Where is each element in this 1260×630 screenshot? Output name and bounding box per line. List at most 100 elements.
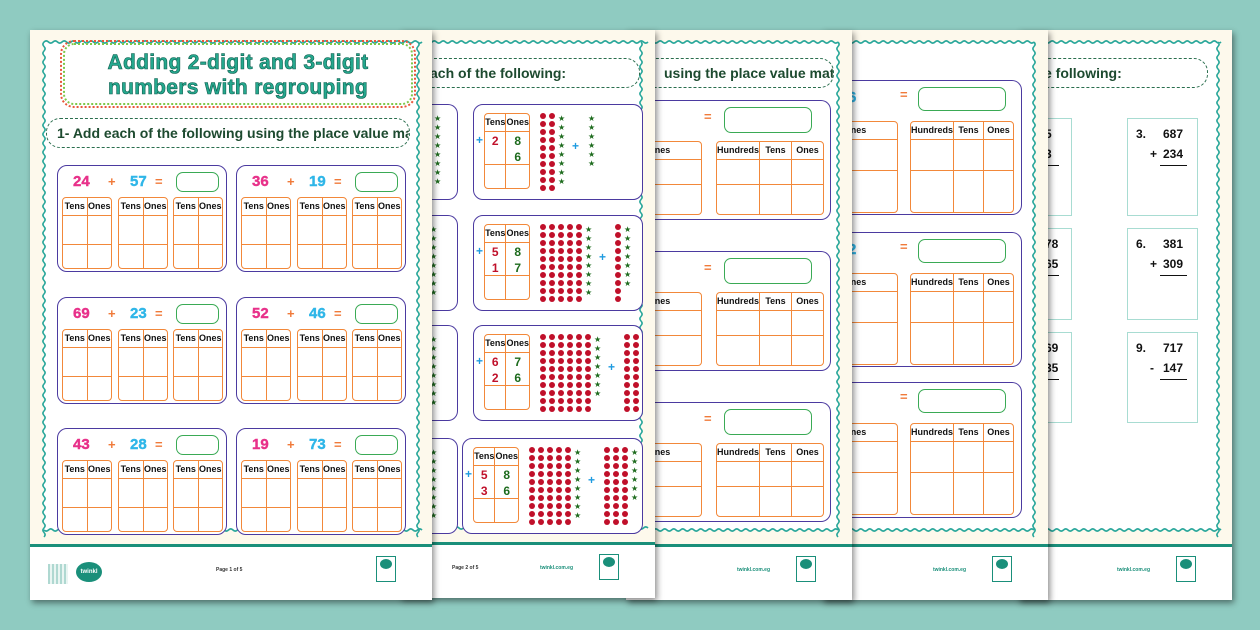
mat-row-divider xyxy=(822,472,897,473)
mat-row-divider xyxy=(474,498,495,499)
footer-url: twinkl.com.eg xyxy=(539,565,573,571)
first-number: 717 xyxy=(1163,341,1184,355)
mat-column: Hundreds xyxy=(717,293,761,365)
tens-counter xyxy=(633,342,639,348)
ones-star: ★ xyxy=(430,353,438,362)
ones-star: ★ xyxy=(594,353,602,362)
page-footer xyxy=(1018,544,1232,600)
tens-counter xyxy=(529,447,535,453)
mat-column: Tens xyxy=(298,461,323,531)
tens-counter xyxy=(567,240,573,246)
mat-row-divider xyxy=(119,507,143,508)
mat-row-divider xyxy=(984,472,1014,473)
ones-star: ★ xyxy=(430,380,438,389)
place-value-mat: Tens Ones xyxy=(352,197,402,269)
mat-header: Tens xyxy=(174,330,198,348)
mat-header: Ones xyxy=(266,461,290,479)
ones-star: ★ xyxy=(594,362,602,371)
mat-column: Ones xyxy=(822,424,897,514)
mat-header: Hundreds xyxy=(717,444,760,462)
mat-header: Ones xyxy=(377,461,401,479)
first-number: 19 xyxy=(252,436,269,453)
mat-column: Ones xyxy=(984,424,1014,514)
tens-counter xyxy=(538,487,544,493)
problem-box: 19 +73 = Tens Ones Tens Ones Tens Ones xyxy=(236,428,406,535)
tens-counter xyxy=(565,455,571,461)
tens-counter xyxy=(547,447,553,453)
tens-counter xyxy=(604,447,610,453)
ones-star: ★ xyxy=(585,252,593,261)
mat-column: Ones xyxy=(198,198,222,268)
first-number: 69 xyxy=(73,305,90,322)
equals-sign: = xyxy=(334,437,342,452)
ones-star: ★ xyxy=(434,114,442,123)
mat-column: Tens xyxy=(760,444,793,516)
tens-counter xyxy=(565,511,571,517)
mat-header: Ones xyxy=(626,142,701,160)
ones-star: ★ xyxy=(558,123,566,132)
mat-column: Ones xyxy=(626,444,701,516)
mat-column: Ones 7 6 xyxy=(506,335,529,409)
tens-counter xyxy=(624,390,630,396)
tens-counter xyxy=(529,487,535,493)
mat-column: Tens xyxy=(119,330,144,400)
tens-counter xyxy=(556,519,562,525)
place-value-mat: Hundreds Tens Ones xyxy=(910,121,1014,213)
mat-column: Tens 6 2 xyxy=(485,335,507,409)
mat-row-divider xyxy=(495,498,518,499)
mat-row-divider xyxy=(792,486,824,487)
mat-row-divider xyxy=(717,486,760,487)
place-value-mat: Ones xyxy=(822,423,898,515)
mat-header: Tens xyxy=(353,461,377,479)
twinkl-quality-badge xyxy=(1176,556,1196,582)
tens-counter xyxy=(547,495,553,501)
footer-url: twinkl.com.eg xyxy=(1116,567,1150,573)
tens-counter xyxy=(558,342,564,348)
mat-column: Tens xyxy=(954,274,985,364)
place-value-mat: Tens Ones xyxy=(241,329,291,401)
tens-counter xyxy=(622,495,628,501)
mat-header: Ones xyxy=(984,122,1014,140)
tens-counter xyxy=(538,503,544,509)
ones-star: ★ xyxy=(624,279,632,288)
ones-star: ★ xyxy=(430,398,438,407)
tens-counter xyxy=(624,398,630,404)
tens-counter xyxy=(604,455,610,461)
mat-row-divider xyxy=(911,170,954,171)
ones-star: ★ xyxy=(594,389,602,398)
mat-column: Ones xyxy=(377,330,401,400)
tens-counter xyxy=(567,334,573,340)
ones-star: ★ xyxy=(642,381,643,389)
tens-counter xyxy=(549,232,555,238)
place-value-mat: Tens 2 Ones 8 6 xyxy=(484,113,530,189)
equals-sign: = xyxy=(704,411,712,426)
tens-counter xyxy=(585,390,591,396)
tens-counter xyxy=(549,264,555,270)
mat-header: Ones xyxy=(266,198,290,216)
tens-counter xyxy=(558,390,564,396)
ones-star: ★ xyxy=(430,252,438,261)
mat-header: Ones xyxy=(506,114,529,132)
ones-star: ★ xyxy=(585,288,593,297)
mat-header: Tens xyxy=(353,330,377,348)
tens-digit: 2 xyxy=(491,371,499,385)
tens-counter xyxy=(549,272,555,278)
tens-counter xyxy=(540,264,546,270)
tens-counter xyxy=(549,342,555,348)
tens-digit: 5 xyxy=(491,245,499,259)
worksheet-title: Adding 2-digit and 3-digit numbers with … xyxy=(60,40,416,108)
ones-star: ★ xyxy=(430,389,438,398)
ones-star: ★ xyxy=(430,225,438,234)
mat-column: Ones xyxy=(322,330,346,400)
ones-star: ★ xyxy=(558,114,566,123)
tens-counter xyxy=(540,137,546,143)
place-value-mat: Tens Ones xyxy=(241,197,291,269)
tens-counter xyxy=(549,185,555,191)
mat-header: Hundreds xyxy=(717,293,760,311)
ones-star: ★ xyxy=(642,354,643,362)
tens-counter xyxy=(558,272,564,278)
tens-counter xyxy=(549,406,555,412)
place-value-mat: Tens Ones xyxy=(62,197,112,269)
tens-counter xyxy=(540,296,546,302)
tens-counter xyxy=(576,382,582,388)
